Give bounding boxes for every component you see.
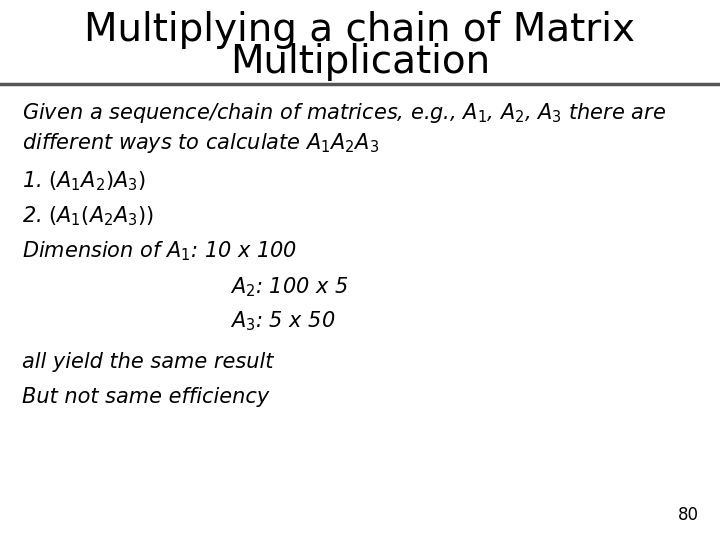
Text: 1. $(A_1A_2)A_3)$: 1. $(A_1A_2)A_3)$ bbox=[22, 169, 145, 193]
Text: Dimension of $A_1$: 10 x 100: Dimension of $A_1$: 10 x 100 bbox=[22, 239, 297, 263]
Text: Multiplying a chain of Matrix: Multiplying a chain of Matrix bbox=[84, 11, 636, 49]
Text: different ways to calculate $A_1A_2A_3$: different ways to calculate $A_1A_2A_3$ bbox=[22, 131, 379, 155]
Text: Given a sequence/chain of matrices, e.g., $A_1$, $A_2$, $A_3$ there are: Given a sequence/chain of matrices, e.g.… bbox=[22, 102, 666, 125]
Text: 80: 80 bbox=[678, 506, 698, 524]
Text: $A_3$: 5 x 50: $A_3$: 5 x 50 bbox=[230, 309, 336, 333]
Text: But not same efficiency: But not same efficiency bbox=[22, 387, 269, 407]
Text: 2. $(A_1(A_2A_3))$: 2. $(A_1(A_2A_3))$ bbox=[22, 204, 153, 228]
Text: all yield the same result: all yield the same result bbox=[22, 352, 273, 372]
Text: Multiplication: Multiplication bbox=[230, 43, 490, 81]
Text: $A_2$: 100 x 5: $A_2$: 100 x 5 bbox=[230, 275, 349, 299]
